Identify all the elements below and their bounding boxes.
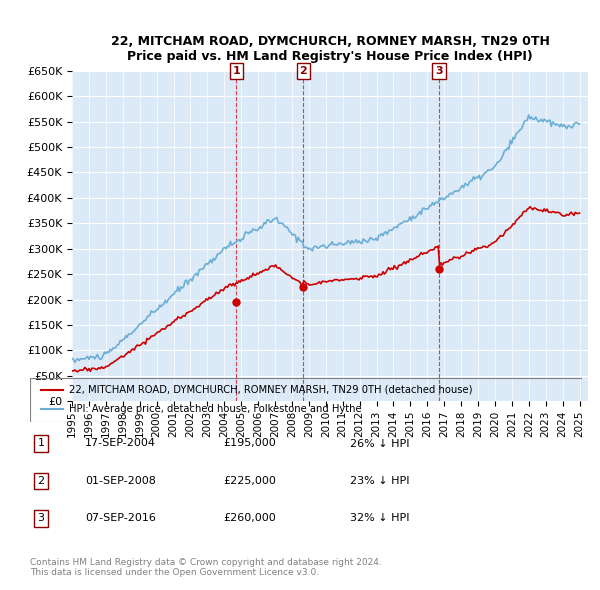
Text: £260,000: £260,000 [223, 513, 276, 523]
Text: 22, MITCHAM ROAD, DYMCHURCH, ROMNEY MARSH, TN29 0TH (detached house): 22, MITCHAM ROAD, DYMCHURCH, ROMNEY MARS… [68, 385, 472, 395]
Text: 1: 1 [38, 438, 44, 448]
Text: Contains HM Land Registry data © Crown copyright and database right 2024.
This d: Contains HM Land Registry data © Crown c… [30, 558, 382, 577]
Text: HPI: Average price, detached house, Folkestone and Hythe: HPI: Average price, detached house, Folk… [68, 405, 361, 414]
Text: 07-SEP-2016: 07-SEP-2016 [85, 513, 156, 523]
Text: 3: 3 [435, 66, 443, 76]
Text: £225,000: £225,000 [223, 476, 276, 486]
Text: 32% ↓ HPI: 32% ↓ HPI [350, 513, 410, 523]
Text: 3: 3 [38, 513, 44, 523]
Text: £195,000: £195,000 [223, 438, 276, 448]
Text: 23% ↓ HPI: 23% ↓ HPI [350, 476, 410, 486]
Text: 2: 2 [299, 66, 307, 76]
Text: 01-SEP-2008: 01-SEP-2008 [85, 476, 156, 486]
Text: 26% ↓ HPI: 26% ↓ HPI [350, 438, 410, 448]
Title: 22, MITCHAM ROAD, DYMCHURCH, ROMNEY MARSH, TN29 0TH
Price paid vs. HM Land Regis: 22, MITCHAM ROAD, DYMCHURCH, ROMNEY MARS… [110, 35, 550, 63]
Text: 2: 2 [37, 476, 44, 486]
Text: 1: 1 [233, 66, 241, 76]
Text: 17-SEP-2004: 17-SEP-2004 [85, 438, 156, 448]
